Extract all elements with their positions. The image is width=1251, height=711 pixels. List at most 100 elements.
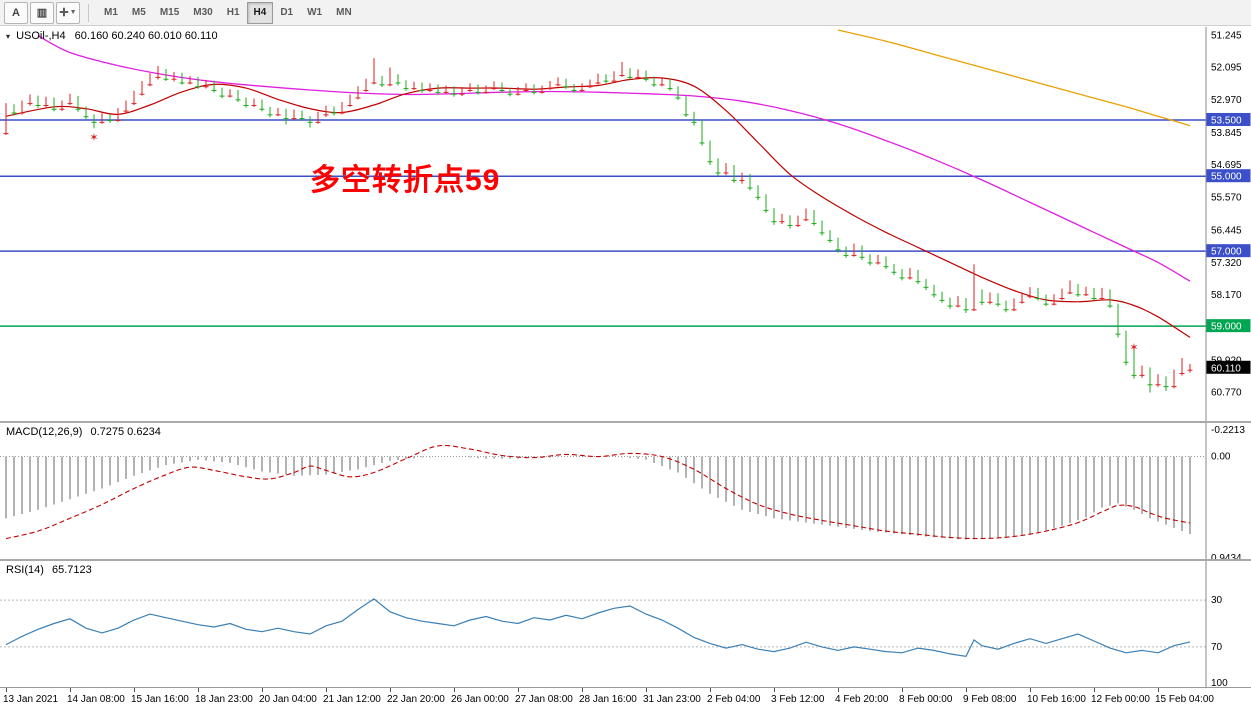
macd-values: 0.7275 0.6234	[90, 426, 161, 438]
chart-type-button[interactable]: ▥	[30, 1, 54, 24]
svg-text:51.245: 51.245	[1211, 30, 1242, 41]
svg-text:58.170: 58.170	[1211, 290, 1242, 301]
chart-title: ▾ USOil-,H4 60.160 60.240 60.010 60.110	[6, 30, 218, 42]
tf-button-w1[interactable]: W1	[307, 7, 323, 18]
time-tick	[902, 688, 903, 692]
svg-text:0.00: 0.00	[1211, 452, 1231, 463]
svg-text:100: 100	[1211, 678, 1228, 687]
time-tick	[966, 688, 967, 692]
time-tick	[646, 688, 647, 692]
svg-text:57.000: 57.000	[1211, 247, 1242, 258]
svg-text:52.970: 52.970	[1211, 95, 1242, 106]
time-tick	[710, 688, 711, 692]
rsi-title: RSI(14) 65.7123	[6, 564, 92, 576]
chart-type-button-icon: ▥	[36, 7, 48, 19]
tf-button-m1[interactable]: M1	[104, 7, 118, 18]
tf-button-m5[interactable]: M5	[131, 7, 146, 18]
macd-indicator-label: MACD(12,26,9)	[6, 426, 83, 438]
time-tick	[390, 688, 391, 692]
time-label: 21 Jan 12:00	[323, 694, 381, 705]
time-label: 18 Jan 23:00	[195, 694, 253, 705]
time-label: 13 Jan 2021	[3, 694, 59, 705]
rsi-value: 65.7123	[51, 564, 92, 576]
time-tick	[1158, 688, 1159, 692]
svg-text:70: 70	[1211, 642, 1223, 653]
time-tick	[1030, 688, 1031, 692]
svg-text:53.500: 53.500	[1211, 115, 1242, 126]
time-label: 15 Feb 04:00	[1155, 694, 1214, 705]
dropdown-caret-icon: ▼	[69, 9, 77, 16]
tf-button-m15[interactable]: M15	[159, 7, 180, 18]
svg-text:55.570: 55.570	[1211, 193, 1242, 204]
svg-text:53.845: 53.845	[1211, 128, 1242, 139]
top-toolbar: A ▥ ✛ ▼ M1 M5 M15 M30 H1 H4 D1 W1 MN	[0, 0, 1251, 26]
time-tick	[582, 688, 583, 692]
tf-button-h4[interactable]: H4	[246, 1, 274, 24]
tf-button-h1[interactable]: H1	[226, 7, 240, 18]
chart-menu-icon[interactable]: ▾	[6, 32, 11, 41]
rsi-chart-canvas[interactable]: 100 70 30	[0, 561, 1251, 687]
star-marker: ✶	[1129, 342, 1138, 354]
text-annotation-tool-button[interactable]: A	[4, 1, 28, 24]
price-axis[interactable]	[1206, 27, 1251, 687]
time-label: 12 Feb 00:00	[1091, 694, 1150, 705]
time-tick	[326, 688, 327, 692]
time-tick	[198, 688, 199, 692]
time-label: 10 Feb 16:00	[1027, 694, 1086, 705]
time-tick	[774, 688, 775, 692]
time-tick	[262, 688, 263, 692]
macd-chart-canvas[interactable]: 0.9434 0.00 -0.2213	[0, 423, 1251, 559]
time-label: 15 Jan 16:00	[131, 694, 189, 705]
svg-text:0.9434: 0.9434	[1211, 553, 1242, 559]
time-label: 8 Feb 00:00	[899, 694, 953, 705]
crosshair-tool-button[interactable]: ✛ ▼	[56, 1, 80, 24]
text-annotation[interactable]: 多空转折点59	[310, 164, 501, 197]
tool-button-group: A ▥ ✛ ▼	[4, 1, 80, 24]
svg-text:57.320: 57.320	[1211, 258, 1242, 269]
time-label: 20 Jan 04:00	[259, 694, 317, 705]
svg-text:59.000: 59.000	[1211, 322, 1242, 333]
crosshair-tool-button-icon: ✛	[59, 7, 69, 19]
time-axis[interactable]: 13 Jan 2021 14 Jan 08:00 15 Jan 16:00 18 Ja…	[0, 687, 1251, 711]
time-label: 4 Feb 20:00	[835, 694, 889, 705]
time-label: 27 Jan 08:00	[515, 694, 573, 705]
symbol-period-label: USOil-,H4	[16, 30, 66, 42]
toolbar-separator	[88, 3, 89, 22]
time-label: 31 Jan 23:00	[643, 694, 701, 705]
star-marker: ✶	[89, 132, 98, 144]
timeframe-button-group: M1 M5 M15 M30 H1 H4 D1 W1 MN	[97, 1, 359, 24]
time-label: 2 Feb 04:00	[707, 694, 761, 705]
svg-text:30: 30	[1211, 595, 1223, 606]
tf-button-m30[interactable]: M30	[193, 7, 213, 18]
time-tick	[1094, 688, 1095, 692]
time-tick	[838, 688, 839, 692]
price-chart-canvas[interactable]: ✶✶60.77059.92058.17057.32056.44555.57054…	[0, 27, 1251, 421]
text-annotation-tool-button-icon: A	[12, 6, 20, 19]
time-tick	[454, 688, 455, 692]
svg-text:-0.2213: -0.2213	[1211, 425, 1245, 436]
svg-text:55.000: 55.000	[1211, 172, 1242, 183]
svg-text:56.445: 56.445	[1211, 225, 1242, 236]
time-label: 3 Feb 12:00	[771, 694, 825, 705]
svg-text:54.695: 54.695	[1211, 160, 1242, 171]
time-label: 9 Feb 08:00	[963, 694, 1017, 705]
time-label: 22 Jan 20:00	[387, 694, 445, 705]
svg-text:60.770: 60.770	[1211, 388, 1242, 399]
svg-text:60.110: 60.110	[1211, 363, 1241, 374]
price-panel: ✶✶60.77059.92058.17057.32056.44555.57054…	[0, 27, 1251, 421]
ohlc-quote: 60.160 60.240 60.010 60.110	[74, 30, 218, 42]
tf-button-d1[interactable]: D1	[280, 7, 294, 18]
rsi-panel: 100 70 30 RSI(14) 65.7123	[0, 559, 1251, 687]
rsi-indicator-label: RSI(14)	[6, 564, 44, 576]
macd-panel: 0.9434 0.00 -0.2213 MACD(12,26,9) 0.7275 0…	[0, 421, 1251, 559]
svg-text:52.095: 52.095	[1211, 62, 1242, 73]
time-label: 28 Jan 16:00	[579, 694, 637, 705]
time-label: 14 Jan 08:00	[67, 694, 125, 705]
time-label: 26 Jan 00:00	[451, 694, 509, 705]
time-tick	[70, 688, 71, 692]
time-tick	[134, 688, 135, 692]
time-tick	[518, 688, 519, 692]
tf-button-mn[interactable]: MN	[336, 7, 352, 18]
time-tick	[6, 688, 7, 692]
